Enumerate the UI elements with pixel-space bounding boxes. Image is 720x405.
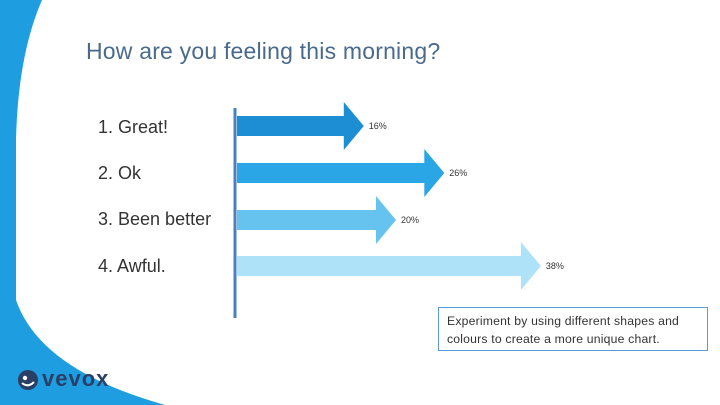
option-label-awful: 4. Awful. [98, 256, 166, 276]
bar-3 [237, 196, 396, 244]
option-label-been-better: 3. Been better [98, 209, 212, 229]
value-label-1: 16% [369, 121, 387, 131]
option-label-great: 1. Great! [98, 117, 169, 137]
bubble-tail [16, 300, 165, 405]
bar-1 [237, 102, 364, 150]
tip-note: Experiment by using different shapes and… [438, 307, 708, 351]
vevox-logo-text: vevox [42, 366, 110, 391]
bar-2 [237, 149, 445, 197]
option-label-ok: 2. Ok [98, 163, 142, 183]
value-label-2: 26% [449, 168, 467, 178]
vevox-logo-icon [18, 370, 38, 390]
bubble-left-band [0, 0, 42, 405]
page-title: How are you feeling this morning? [86, 38, 441, 64]
value-label-3: 20% [401, 215, 419, 225]
value-label-4: 38% [546, 261, 564, 271]
bar-4 [237, 242, 541, 290]
